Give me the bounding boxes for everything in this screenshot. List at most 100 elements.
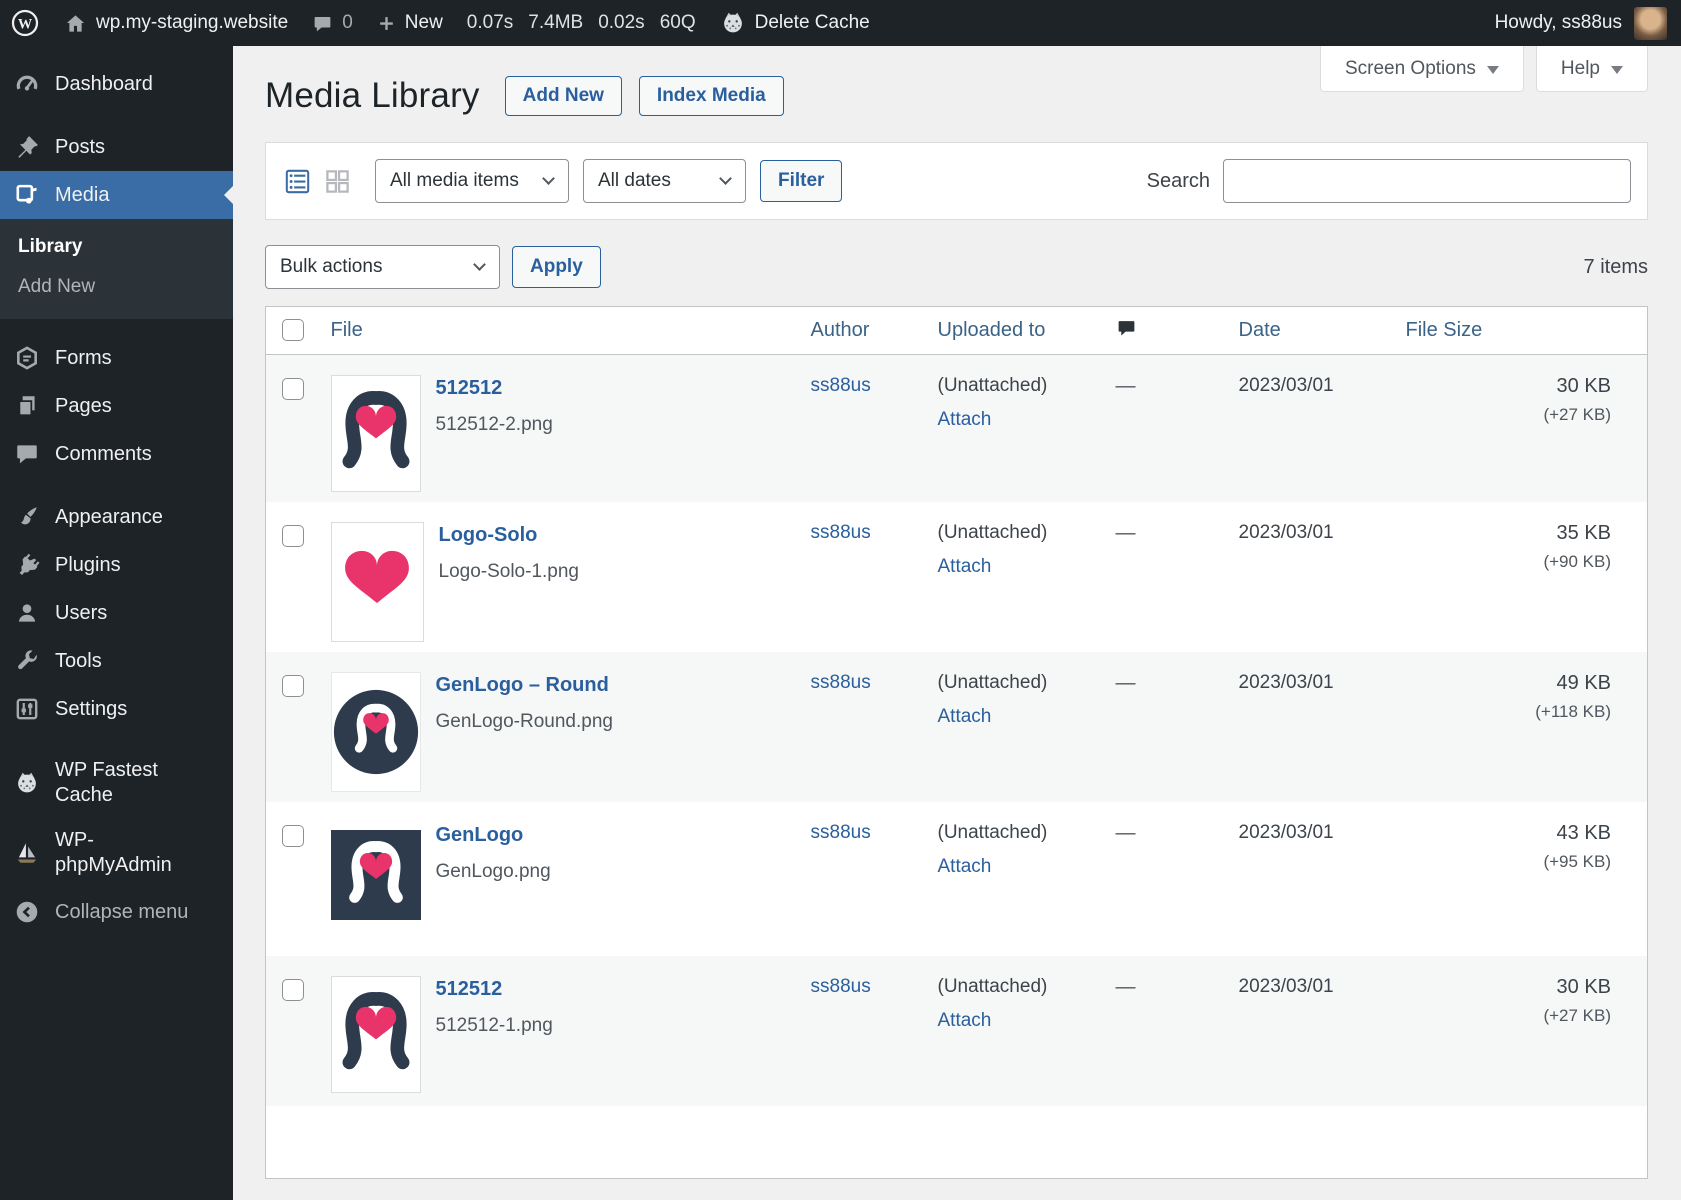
attach-link[interactable]: Attach	[937, 1010, 992, 1031]
sort-by-author[interactable]: Author	[810, 319, 870, 341]
attach-link[interactable]: Attach	[937, 409, 992, 430]
site-name: wp.my-staging.website	[96, 12, 289, 33]
media-thumbnail[interactable]	[330, 672, 421, 792]
sidebar-item-settings[interactable]: Settings	[0, 685, 233, 733]
upload-date: 2023/03/01	[1238, 976, 1334, 997]
row-checkbox[interactable]	[282, 525, 304, 547]
sidebar-item-label: Settings	[55, 697, 128, 720]
author-link[interactable]: ss88us	[810, 822, 871, 843]
screen-options-button[interactable]: Screen Options	[1319, 46, 1524, 92]
cheetah-icon	[720, 10, 746, 36]
sidebar-item-users[interactable]: Users	[0, 589, 233, 637]
avatar[interactable]	[1634, 6, 1667, 40]
apply-button[interactable]: Apply	[512, 246, 601, 288]
sidebar-item-plugins[interactable]: Plugins	[0, 541, 233, 589]
upload-date: 2023/03/01	[1238, 822, 1334, 843]
sidebar-item-dashboard[interactable]: Dashboard	[0, 60, 233, 108]
wordpress-logo-icon[interactable]: W	[10, 8, 40, 38]
attach-link[interactable]: Attach	[937, 856, 992, 877]
plug-icon	[12, 551, 42, 579]
new-content-button[interactable]: New	[377, 12, 443, 34]
sidebar-item-label: Appearance	[55, 505, 163, 528]
row-checkbox[interactable]	[282, 825, 304, 847]
admin-bar-comments[interactable]: 0	[312, 12, 353, 34]
delete-cache-button[interactable]: Delete Cache	[720, 10, 870, 36]
media-title-link[interactable]: GenLogo	[435, 824, 524, 846]
select-all-checkbox[interactable]	[282, 318, 304, 341]
comment-icon	[312, 13, 333, 34]
sort-by-uploaded-to[interactable]: Uploaded to	[937, 319, 1046, 341]
submenu-item-add-new[interactable]: Add New	[18, 276, 96, 297]
media-thumbnail[interactable]	[330, 830, 421, 920]
howdy-account-link[interactable]: Howdy, ss88us	[1494, 12, 1622, 33]
sidebar-item-label: Forms	[55, 346, 112, 369]
search-label: Search	[1146, 169, 1210, 192]
author-link[interactable]: ss88us	[810, 522, 871, 543]
row-checkbox[interactable]	[282, 675, 304, 697]
collapse-arrow-icon	[12, 898, 42, 926]
media-filename: 512512-2.png	[435, 414, 553, 435]
date-filter-select[interactable]: All dates	[583, 159, 746, 203]
sidebar-item-tools[interactable]: Tools	[0, 637, 233, 685]
author-link[interactable]: ss88us	[810, 375, 871, 396]
sidebar-item-media[interactable]: Media	[0, 171, 233, 219]
list-view-button[interactable]	[284, 168, 311, 195]
index-media-button[interactable]: Index Media	[638, 76, 784, 116]
chevron-down-icon	[542, 172, 555, 185]
sidebar-item-wp-fastest-cache[interactable]: WP Fastest Cache	[0, 748, 233, 818]
media-filename: GenLogo-Round.png	[435, 711, 613, 732]
row-checkbox[interactable]	[282, 979, 304, 1001]
sidebar-item-appearance[interactable]: Appearance	[0, 493, 233, 541]
media-type-filter-select[interactable]: All media items	[375, 159, 569, 203]
delete-cache-label: Delete Cache	[754, 12, 870, 33]
file-size-delta: (+90 KB)	[1543, 552, 1611, 571]
bulk-actions-select[interactable]: Bulk actions	[265, 245, 500, 289]
grid-view-button[interactable]	[324, 168, 351, 195]
wrench-icon	[12, 647, 42, 675]
uploaded-to-status: (Unattached)	[937, 522, 1048, 543]
sort-by-file[interactable]: File	[330, 319, 363, 341]
media-thumbnail[interactable]	[330, 976, 421, 1093]
help-button[interactable]: Help	[1535, 46, 1648, 92]
media-type-filter-value: All media items	[390, 170, 519, 191]
submenu-item-library[interactable]: Library	[18, 236, 83, 257]
media-thumbnail[interactable]	[330, 522, 424, 642]
attach-link[interactable]: Attach	[937, 706, 992, 727]
sidebar-item-forms[interactable]: Forms	[0, 334, 233, 382]
sidebar-item-wp-phpmyadmin[interactable]: WP-phpMyAdmin	[0, 818, 233, 888]
sidebar-item-comments[interactable]: Comments	[0, 430, 233, 478]
row-checkbox[interactable]	[282, 378, 304, 400]
sort-by-file-size[interactable]: File Size	[1405, 319, 1483, 341]
comments-column-icon[interactable]	[1116, 320, 1137, 343]
media-thumbnail[interactable]	[330, 375, 421, 492]
media-title-link[interactable]: GenLogo – Round	[435, 674, 609, 696]
media-title-link[interactable]: Logo-Solo	[438, 524, 538, 546]
media-filename: Logo-Solo-1.png	[438, 561, 580, 582]
comment-count-dash: —	[1115, 672, 1136, 694]
search-input[interactable]	[1223, 159, 1631, 203]
site-name-link[interactable]: wp.my-staging.website	[64, 12, 288, 35]
media-icon	[12, 181, 42, 209]
file-size-delta: (+118 KB)	[1535, 702, 1611, 721]
date-filter-value: All dates	[598, 170, 671, 191]
sidebar-item-label: WP-phpMyAdmin	[55, 829, 172, 876]
sidebar-item-pages[interactable]: Pages	[0, 382, 233, 430]
sidebar-item-label: Tools	[55, 649, 102, 672]
comments-icon	[12, 440, 42, 468]
media-title-link[interactable]: 512512	[435, 377, 503, 399]
paintbrush-icon	[12, 503, 42, 531]
sort-by-date[interactable]: Date	[1238, 319, 1281, 341]
sidebar-item-posts[interactable]: Posts	[0, 123, 233, 171]
filter-button[interactable]: Filter	[760, 160, 843, 202]
attach-link[interactable]: Attach	[937, 556, 992, 577]
media-title-link[interactable]: 512512	[435, 978, 503, 1000]
stat-memory: 7.4MB	[528, 12, 584, 33]
add-new-button[interactable]: Add New	[504, 76, 622, 116]
collapse-menu-button[interactable]: Collapse menu	[0, 888, 233, 936]
chevron-down-icon	[1611, 65, 1623, 74]
author-link[interactable]: ss88us	[810, 672, 871, 693]
file-size: 30 KB	[1556, 375, 1611, 397]
sidebar-item-label: Pages	[55, 394, 112, 417]
sidebar-item-label: Comments	[55, 442, 152, 465]
author-link[interactable]: ss88us	[810, 976, 871, 997]
